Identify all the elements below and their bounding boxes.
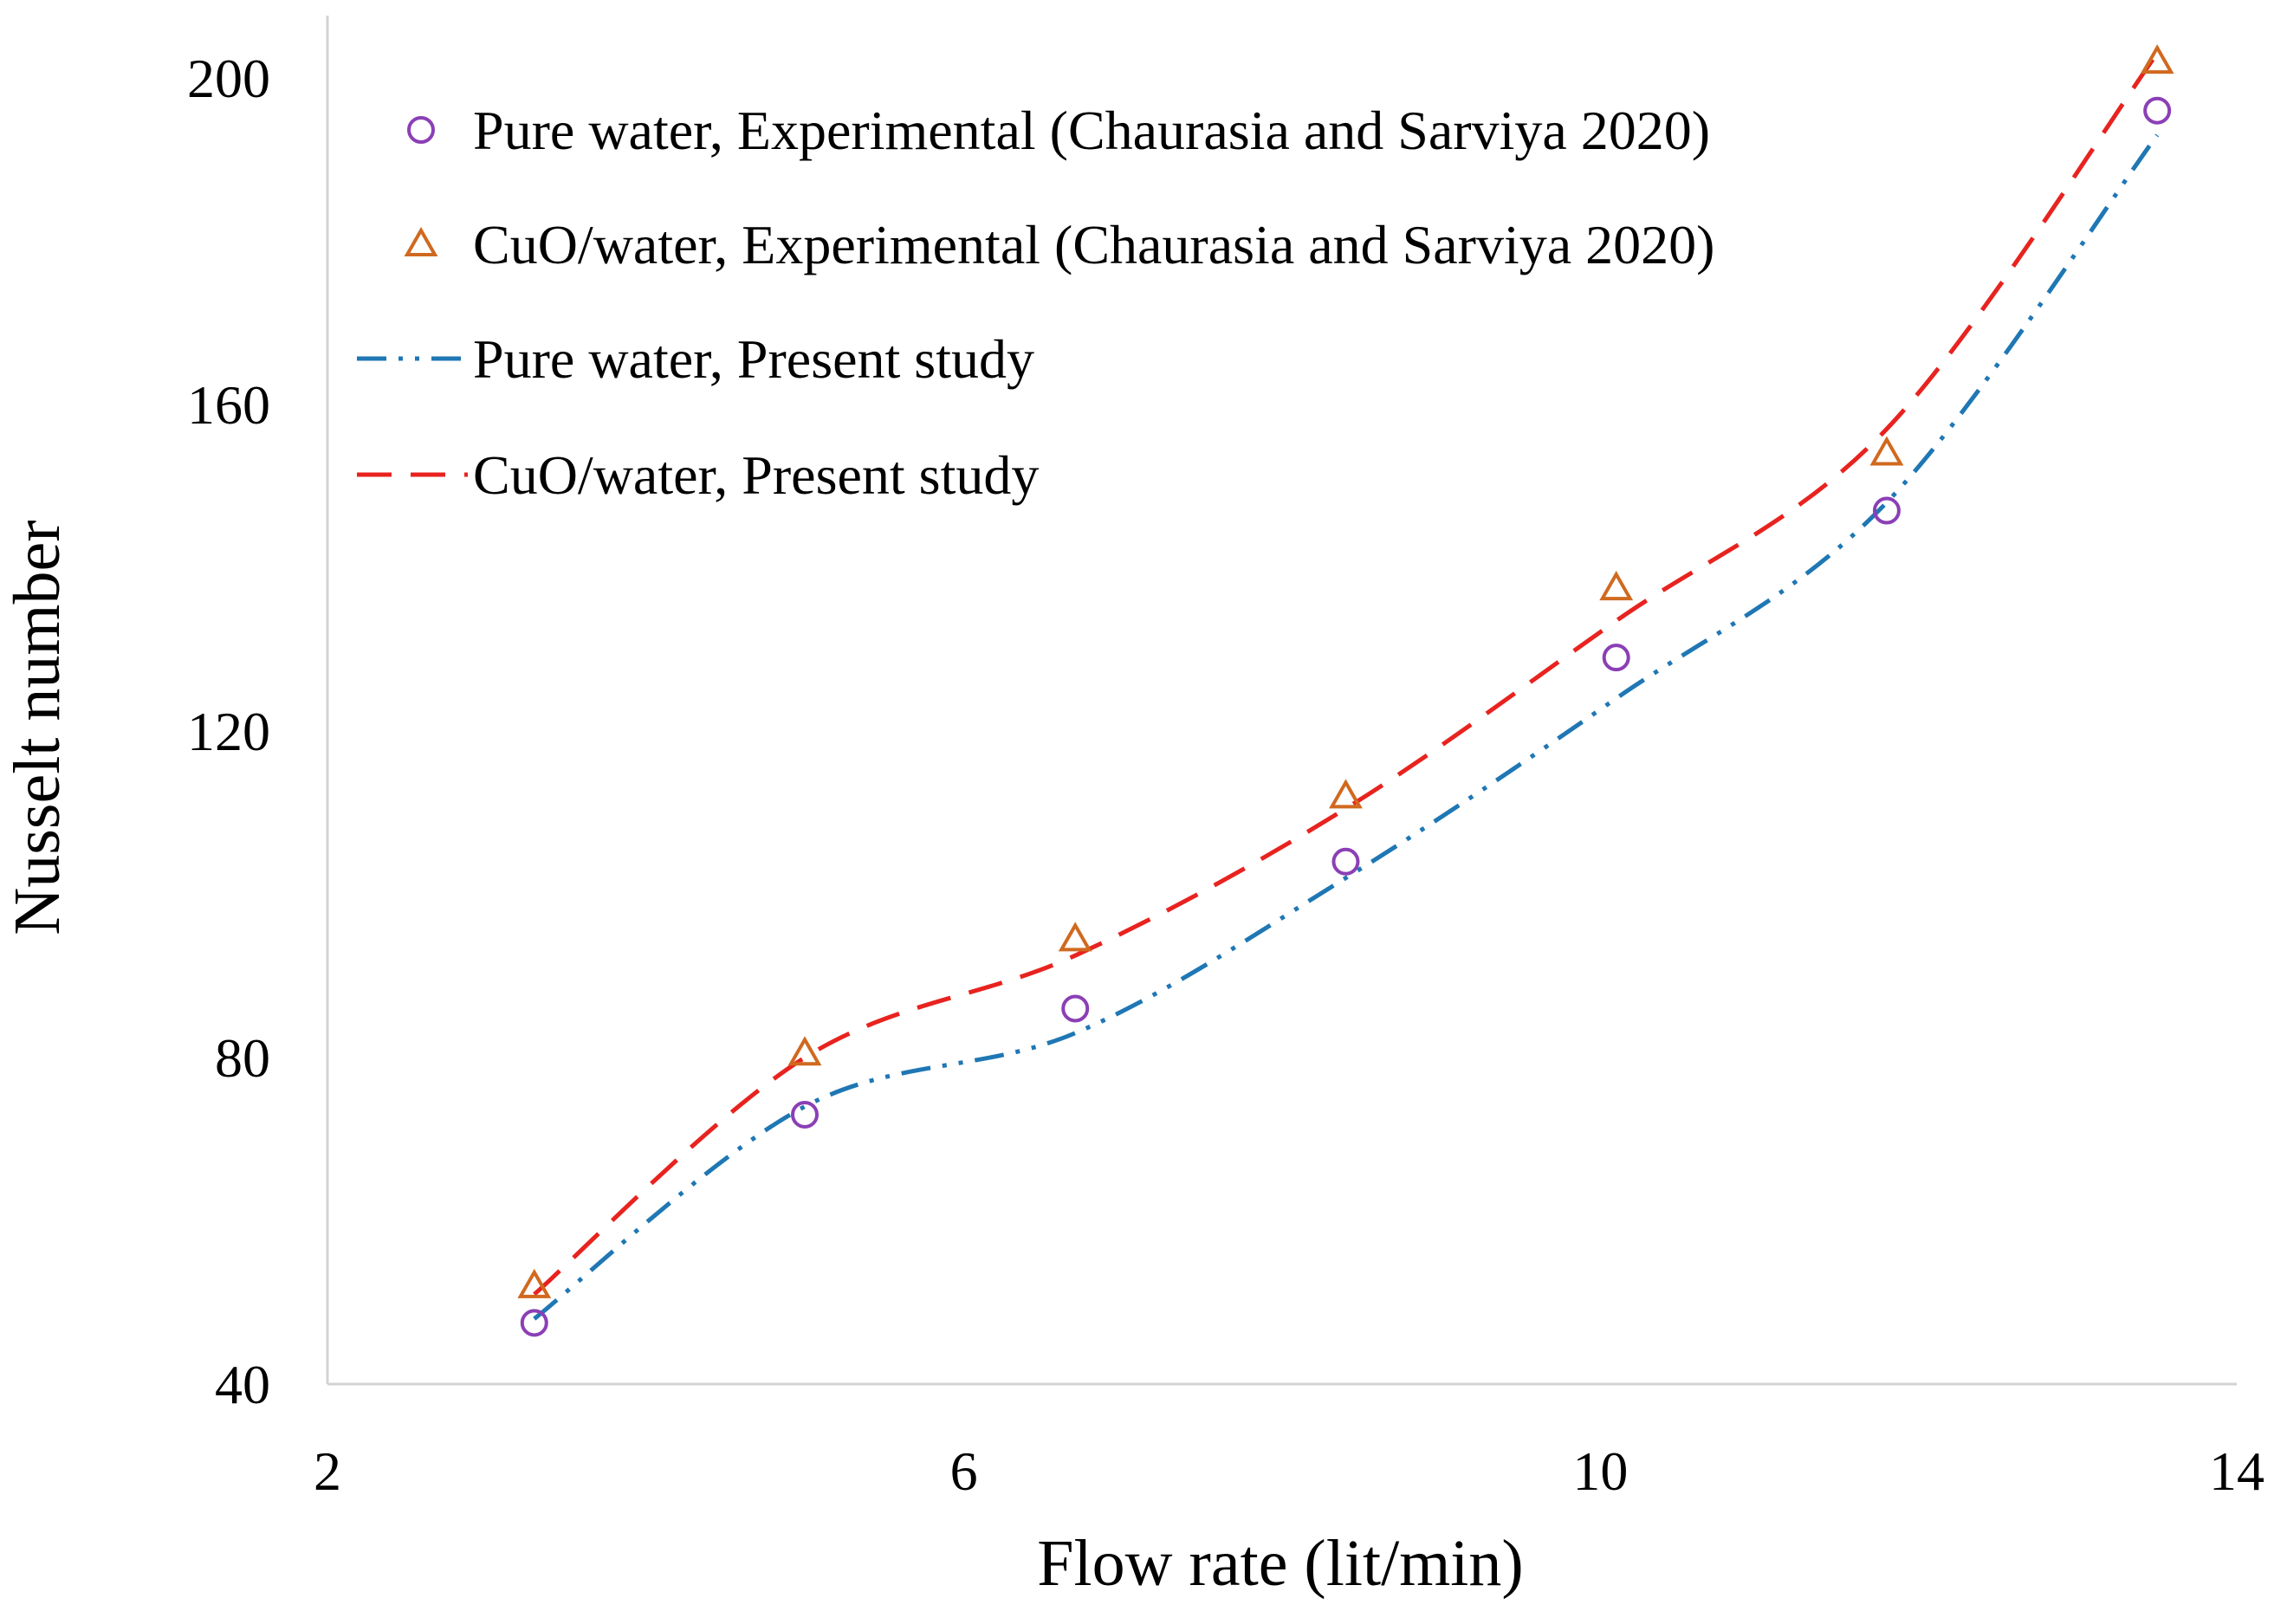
legend-marker-swatch: [407, 116, 435, 144]
data-point-circle: [1061, 994, 1090, 1023]
data-point-triangle: [1329, 779, 1363, 809]
y-tick-label: 200: [187, 48, 270, 109]
legend-item: Pure water, Experimental (Chaurasia and …: [407, 100, 1710, 161]
data-point-triangle: [1599, 571, 1634, 601]
series-line-3: [533, 52, 2160, 1297]
series-markers: [517, 44, 2174, 1337]
x-tick-label: 10: [1572, 1440, 1628, 1502]
x-tick-label: 2: [314, 1440, 341, 1502]
data-point-circle: [791, 1100, 819, 1129]
legend-label: Pure water, Present study: [473, 328, 1034, 390]
tick-labels: 40 80 120 160 200 2 6 10 14: [187, 48, 2264, 1502]
y-axis-title: Nusselt number: [1, 520, 74, 935]
data-point-triangle: [517, 1268, 552, 1298]
legend-item: Pure water, Present study: [357, 328, 1034, 390]
data-point-circle: [1602, 644, 1630, 672]
y-tick-label: 160: [187, 374, 270, 436]
data-point-triangle: [1869, 436, 1904, 466]
data-point-circle: [1331, 847, 1360, 876]
legend-item: CuO/water, Present study: [357, 444, 1039, 506]
y-tick-label: 120: [187, 701, 270, 762]
series-line-2: [533, 133, 2160, 1321]
series-lines: [533, 52, 2160, 1321]
x-axis-title: Flow rate (lit/min): [1037, 1527, 1523, 1600]
data-point-triangle: [787, 1036, 822, 1066]
data-point-circle: [520, 1309, 548, 1337]
legend-label: CuO/water, Experimental (Chaurasia and S…: [473, 214, 1714, 275]
y-tick-label: 80: [215, 1027, 270, 1089]
data-point-triangle: [1058, 922, 1092, 952]
data-point-triangle: [2140, 44, 2174, 74]
data-point-circle: [1872, 496, 1901, 525]
data-point-circle: [2143, 96, 2172, 125]
legend-marker-swatch: [404, 226, 438, 256]
x-tick-label: 6: [950, 1440, 978, 1502]
legend: Pure water, Experimental (Chaurasia and …: [357, 100, 1714, 506]
x-tick-label: 14: [2209, 1440, 2264, 1502]
legend-label: CuO/water, Present study: [473, 444, 1039, 506]
legend-item: CuO/water, Experimental (Chaurasia and S…: [404, 214, 1714, 275]
axes: [326, 16, 2237, 1386]
legend-label: Pure water, Experimental (Chaurasia and …: [473, 100, 1710, 161]
y-tick-label: 40: [215, 1354, 270, 1415]
